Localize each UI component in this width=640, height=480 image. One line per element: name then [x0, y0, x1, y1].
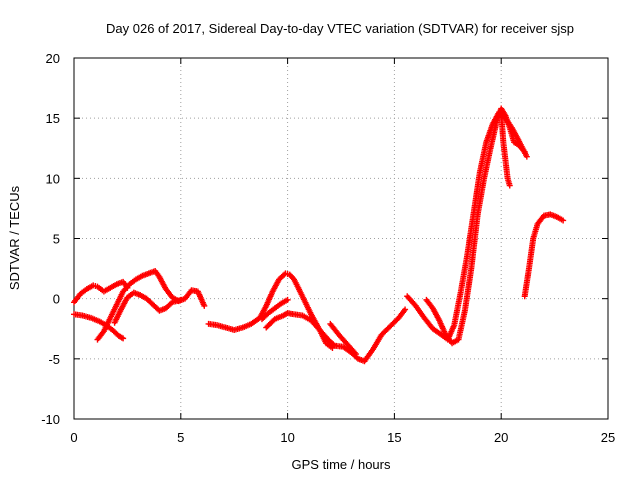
- series-arc-11: [498, 109, 513, 189]
- y-tick-label: -10: [41, 412, 60, 427]
- grid: [74, 58, 608, 419]
- y-tick-label: 10: [46, 171, 60, 186]
- data-point: [284, 296, 291, 303]
- y-tick-label: 15: [46, 111, 60, 126]
- data-point: [506, 182, 513, 189]
- y-axis-label: SDTVAR / TECUs: [7, 185, 22, 290]
- y-tick-label: 20: [46, 51, 60, 66]
- series-arc-4: [111, 289, 184, 326]
- data-marks: [71, 105, 567, 365]
- axis-ticks: 0 5 10 15 20 25 -10 -5 0 5 10 15 20: [41, 51, 615, 445]
- data-point: [402, 306, 409, 313]
- data-point: [521, 148, 528, 155]
- y-tick-label: -5: [48, 352, 60, 367]
- y-tick-label: 0: [53, 292, 60, 307]
- x-axis-label: GPS time / hours: [292, 457, 391, 472]
- series-arc-6: [263, 306, 409, 365]
- data-point: [560, 217, 567, 224]
- series-arc-5: [205, 270, 336, 352]
- x-tick-label: 0: [70, 430, 77, 445]
- x-tick-label: 25: [601, 430, 615, 445]
- series-arc-3: [94, 267, 208, 343]
- x-tick-label: 15: [387, 430, 401, 445]
- x-tick-label: 20: [494, 430, 508, 445]
- data-point: [523, 153, 530, 160]
- series-arc-7: [258, 296, 291, 323]
- x-tick-label: 10: [280, 430, 294, 445]
- data-point: [201, 302, 208, 309]
- data-point: [120, 335, 127, 342]
- chart-title: Day 026 of 2017, Sidereal Day-to-day VTE…: [106, 21, 574, 36]
- series-arc-8: [327, 320, 359, 358]
- y-tick-label: 5: [53, 232, 60, 247]
- series-arc-10: [423, 105, 528, 347]
- series-arc-12: [521, 211, 567, 300]
- data-point: [352, 351, 359, 358]
- data-point: [177, 296, 184, 303]
- x-tick-label: 5: [177, 430, 184, 445]
